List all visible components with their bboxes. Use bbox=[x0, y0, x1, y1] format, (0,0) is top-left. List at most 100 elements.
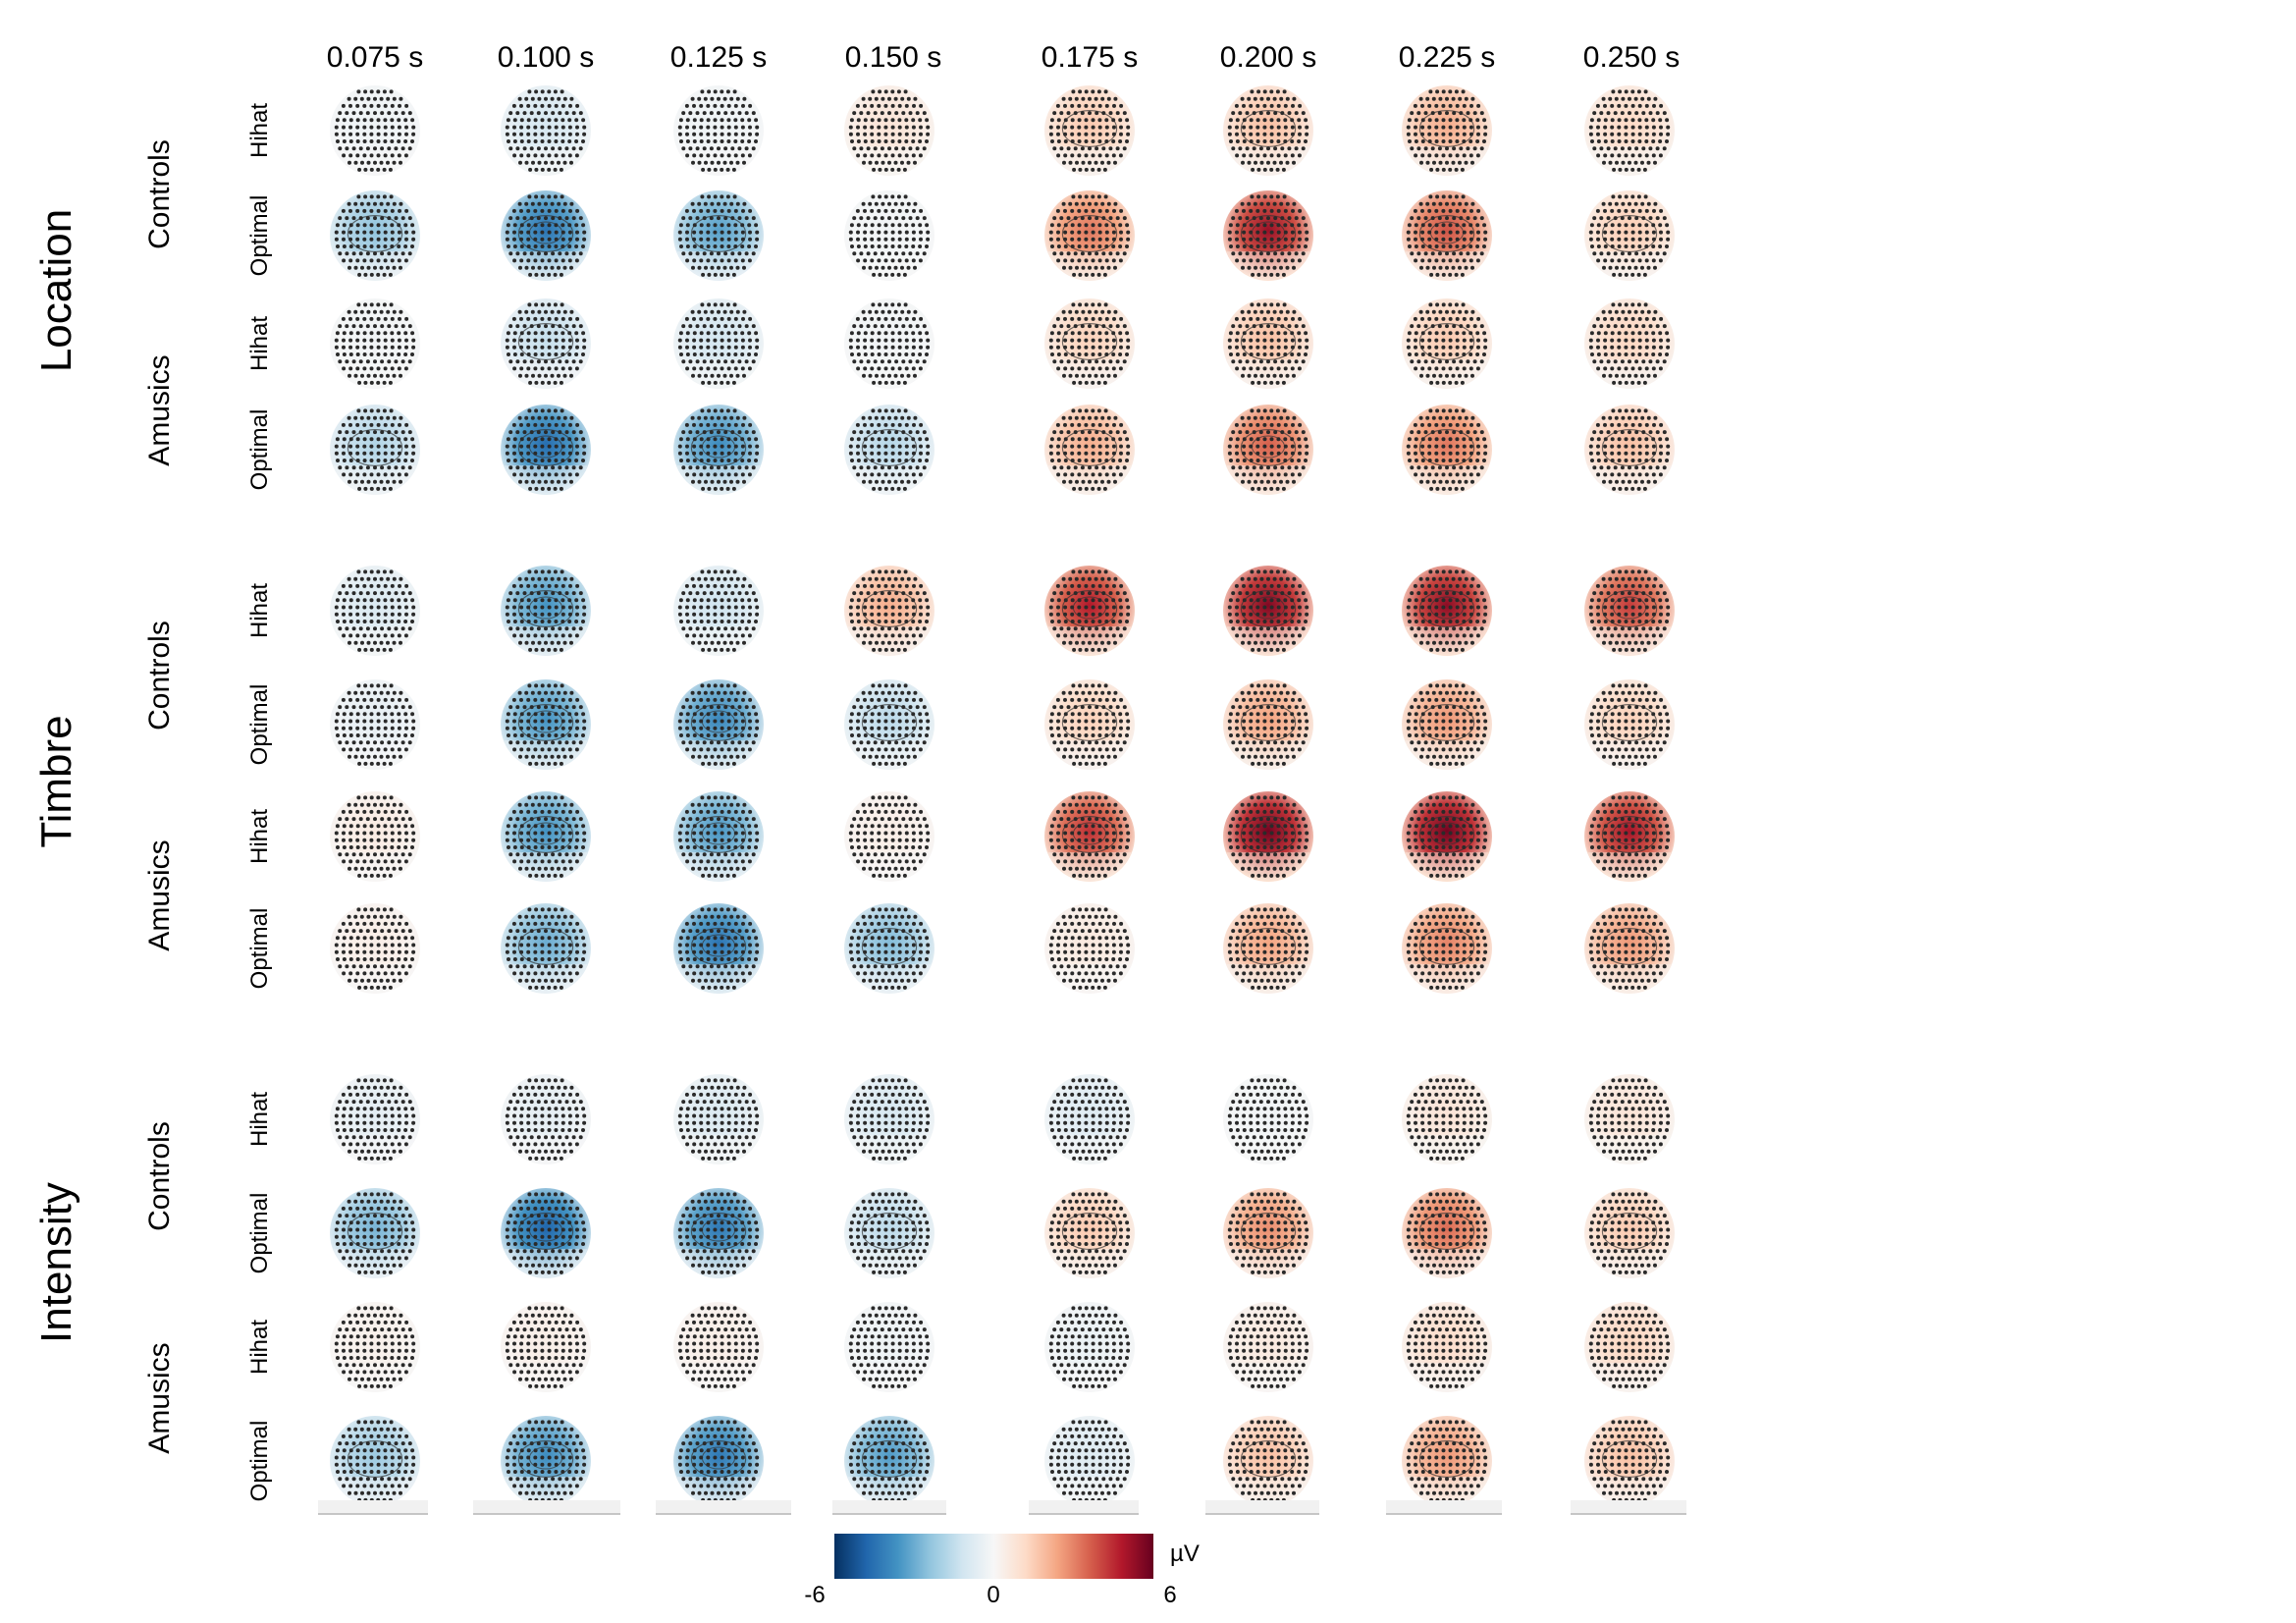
electrode bbox=[1262, 244, 1267, 248]
electrode bbox=[1410, 626, 1415, 631]
electrode bbox=[722, 265, 727, 270]
electrode bbox=[578, 359, 583, 364]
electrode bbox=[1407, 331, 1412, 336]
electrode bbox=[1416, 251, 1421, 256]
electrode bbox=[1458, 160, 1462, 165]
electrode bbox=[505, 605, 509, 610]
electrode bbox=[345, 626, 349, 631]
electrode bbox=[1606, 465, 1611, 470]
electrode bbox=[701, 167, 706, 172]
electrode bbox=[547, 486, 552, 491]
electrode bbox=[699, 125, 704, 130]
electrode bbox=[747, 244, 752, 248]
electrode bbox=[559, 380, 563, 385]
electrode bbox=[1468, 338, 1473, 343]
electrode bbox=[902, 272, 907, 277]
electrode bbox=[390, 237, 395, 242]
electrode bbox=[547, 569, 552, 574]
electrode bbox=[540, 612, 545, 617]
electrode bbox=[1466, 626, 1470, 631]
electrode bbox=[557, 96, 561, 101]
electrode bbox=[547, 345, 552, 350]
electrode bbox=[856, 459, 861, 462]
electrode bbox=[723, 216, 728, 221]
electrode bbox=[512, 230, 516, 235]
electrode bbox=[1630, 103, 1635, 108]
electrode bbox=[848, 451, 853, 456]
electrode bbox=[893, 415, 898, 420]
electrode bbox=[1610, 612, 1615, 617]
electrode bbox=[1610, 583, 1615, 588]
electrode bbox=[1111, 352, 1116, 356]
electrode bbox=[1610, 132, 1615, 136]
electrode bbox=[1255, 316, 1260, 321]
electrode bbox=[1431, 96, 1436, 101]
electrode bbox=[1305, 605, 1309, 610]
electrode bbox=[922, 111, 927, 116]
electrode bbox=[1441, 338, 1446, 343]
electrode bbox=[1091, 208, 1095, 213]
electrode bbox=[1637, 244, 1642, 248]
electrode bbox=[338, 465, 343, 470]
electrode bbox=[1279, 160, 1283, 165]
electrode bbox=[362, 208, 367, 213]
electrode bbox=[550, 160, 555, 165]
electrode bbox=[554, 338, 559, 343]
electrode bbox=[713, 153, 718, 158]
electrode bbox=[1589, 118, 1594, 123]
electrode bbox=[722, 640, 727, 645]
electrode bbox=[862, 160, 866, 165]
electrode bbox=[890, 230, 895, 235]
electrode bbox=[1262, 258, 1267, 263]
electrode bbox=[1061, 576, 1066, 581]
electrode bbox=[863, 316, 867, 321]
electrode bbox=[713, 380, 718, 385]
electrode bbox=[904, 583, 909, 588]
electrode bbox=[926, 451, 931, 456]
electrode bbox=[856, 338, 860, 343]
electrode bbox=[742, 576, 747, 581]
electrode bbox=[1238, 216, 1243, 221]
electrode bbox=[411, 345, 416, 350]
electrode bbox=[1414, 366, 1418, 371]
electrode bbox=[1462, 437, 1467, 442]
electrode bbox=[1420, 422, 1424, 427]
electrode bbox=[369, 437, 374, 442]
electrode bbox=[334, 338, 339, 343]
electrode bbox=[1437, 324, 1442, 329]
electrode bbox=[1080, 359, 1085, 364]
electrode bbox=[1262, 237, 1267, 242]
posterior-shade bbox=[1047, 251, 1132, 281]
electrode bbox=[1073, 216, 1078, 221]
electrode bbox=[336, 139, 340, 143]
electrode bbox=[908, 111, 913, 116]
electrode bbox=[1247, 160, 1252, 165]
electrode bbox=[357, 380, 362, 385]
electrode bbox=[1238, 251, 1243, 256]
electrode bbox=[1441, 352, 1446, 356]
electrode bbox=[567, 598, 572, 603]
electrode bbox=[561, 444, 565, 449]
electrode bbox=[868, 201, 873, 206]
electrode bbox=[709, 591, 714, 596]
electrode bbox=[1255, 444, 1260, 449]
electrode bbox=[506, 598, 510, 603]
electrode bbox=[551, 430, 556, 435]
electrode bbox=[1235, 437, 1240, 442]
electrode bbox=[1452, 146, 1457, 151]
electrode bbox=[1097, 612, 1102, 617]
electrode bbox=[1111, 459, 1116, 462]
electrode bbox=[878, 167, 882, 172]
electrode bbox=[706, 444, 711, 449]
electrode bbox=[1052, 591, 1057, 596]
electrode bbox=[1462, 316, 1467, 321]
electrode bbox=[1048, 345, 1053, 350]
electrode bbox=[524, 415, 529, 420]
electrode bbox=[1283, 237, 1288, 242]
electrode bbox=[1445, 415, 1449, 420]
electrode bbox=[883, 153, 888, 158]
electrode bbox=[896, 302, 901, 307]
electrode bbox=[512, 451, 516, 456]
electrode bbox=[1088, 251, 1092, 256]
electrode bbox=[1406, 605, 1411, 610]
